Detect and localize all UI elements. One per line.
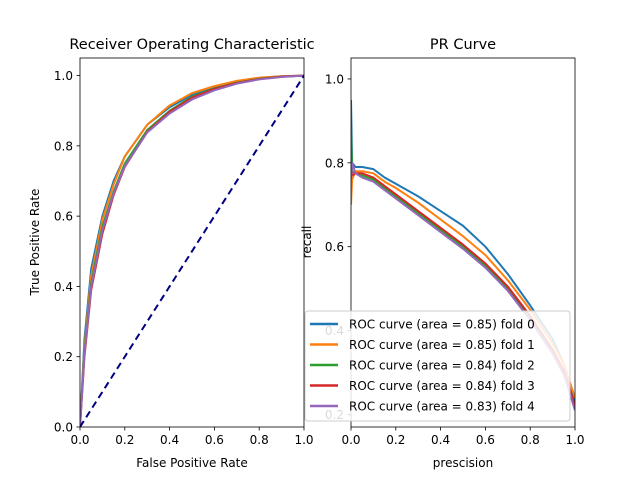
roc-series-line-fold-4 <box>80 74 304 427</box>
pr-title: PR Curve <box>430 37 496 53</box>
pr-xtick-label: 0.2 <box>386 433 405 447</box>
pr-xtick-label: 0.0 <box>341 433 360 447</box>
pr-xtick-label: 0.4 <box>431 433 450 447</box>
roc-xtick-label: 0.6 <box>205 433 224 447</box>
roc-xtick-label: 0.0 <box>70 433 89 447</box>
legend-items: ROC curve (area = 0.85) fold 0 ROC curve … <box>310 318 535 414</box>
roc-xtick-label: 0.4 <box>160 433 179 447</box>
roc-ytick-label: 0.0 <box>54 421 73 435</box>
roc-ytick-label: 1.0 <box>54 69 73 83</box>
roc-xtick-label: 1.0 <box>294 433 313 447</box>
roc-ticks: 0.0 0.2 0.4 0.6 0.8 1.0 0.0 0.2 0.4 0.6 0.8 1.0 <box>54 69 314 447</box>
pr-xtick-label: 0.8 <box>521 433 540 447</box>
roc-ytick-label: 0.4 <box>54 280 73 294</box>
roc-ylabel: True Positive Rate <box>28 189 42 297</box>
roc-title: Receiver Operating Characteristic <box>69 37 314 53</box>
pr-xlabel: prescision <box>433 456 493 470</box>
roc-axes-frame <box>79 57 305 428</box>
roc-xlabel: False Positive Rate <box>136 456 248 470</box>
legend: ROC curve (area = 0.85) fold 0 ROC curve … <box>304 310 571 422</box>
pr-xtick-label: 1.0 <box>565 433 584 447</box>
pr-axes-frame <box>350 57 576 428</box>
pr-ytick-label: 0.8 <box>325 156 344 170</box>
legend-label-fold-4: ROC curve (area = 0.83) fold 4 <box>349 400 535 414</box>
pr-ylabel: recall <box>300 226 314 259</box>
legend-box <box>304 310 571 422</box>
legend-label-fold-2: ROC curve (area = 0.84) fold 2 <box>349 359 535 373</box>
roc-lines <box>80 74 304 427</box>
roc-ytick-label: 0.2 <box>54 350 73 364</box>
pr-xtick-label: 0.6 <box>476 433 495 447</box>
roc-xtick-label: 0.8 <box>250 433 269 447</box>
roc-chance-line <box>80 75 304 427</box>
pr-ytick-label: 0.6 <box>325 240 344 254</box>
pr-ytick-label: 1.0 <box>325 72 344 86</box>
roc-series-line-fold-1 <box>80 74 304 427</box>
roc-ytick-label: 0.8 <box>54 139 73 153</box>
legend-label-fold-3: ROC curve (area = 0.84) fold 3 <box>349 379 535 393</box>
roc-chart: Receiver Operating Characteristic False … <box>28 37 315 470</box>
legend-label-fold-0: ROC curve (area = 0.85) fold 0 <box>349 318 535 332</box>
legend-label-fold-1: ROC curve (area = 0.85) fold 1 <box>349 338 535 352</box>
roc-ytick-label: 0.6 <box>54 210 73 224</box>
roc-xtick-label: 0.2 <box>115 433 134 447</box>
